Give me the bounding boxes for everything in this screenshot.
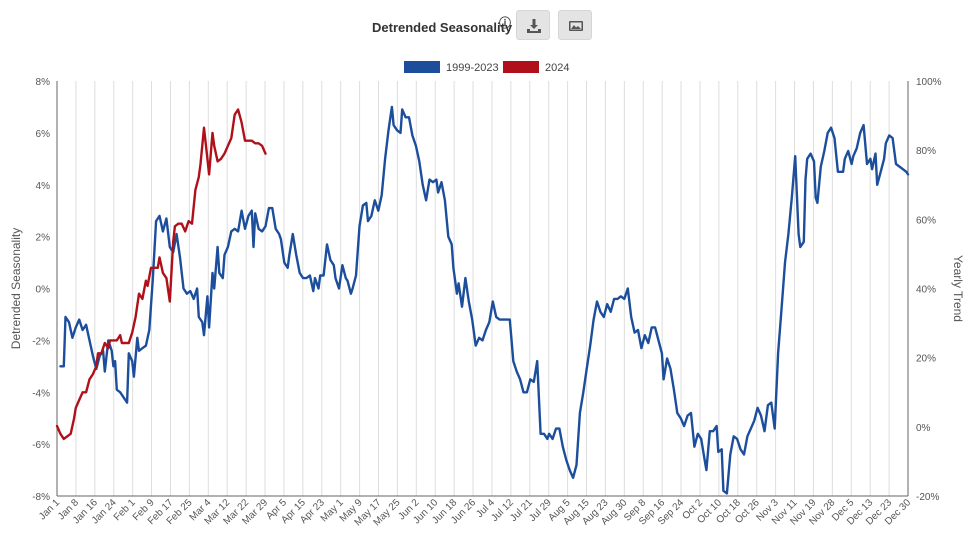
y2-tick-label: 20% xyxy=(916,354,936,365)
y-tick-label: -8% xyxy=(32,492,50,503)
y-tick-label: 6% xyxy=(36,129,51,140)
help-icon[interactable]: ⓘ xyxy=(499,16,512,30)
download-button[interactable] xyxy=(516,10,550,40)
y2-tick-label: -20% xyxy=(916,492,939,503)
legend-swatch xyxy=(503,61,539,73)
series-line-current xyxy=(55,108,267,441)
y-tick-label: 0% xyxy=(36,285,51,296)
legend-swatch xyxy=(404,61,440,73)
y-tick-label: -6% xyxy=(32,440,50,451)
y2-tick-label: 40% xyxy=(916,285,936,296)
y-tick-label: -4% xyxy=(32,388,50,399)
image-button[interactable] xyxy=(558,10,592,40)
series-line-historical xyxy=(59,105,910,495)
y2-axis-title: Yearly Trend xyxy=(951,255,965,322)
y-tick-label: 8% xyxy=(36,77,51,88)
y2-tick-label: 100% xyxy=(916,77,942,88)
y2-tick-label: 0% xyxy=(916,423,931,434)
y-tick-label: 2% xyxy=(36,233,51,244)
download-icon xyxy=(527,19,541,33)
y2-tick-label: 80% xyxy=(916,146,936,157)
y2-tick-label: 60% xyxy=(916,215,936,226)
legend-label: 2024 xyxy=(545,62,569,74)
image-icon xyxy=(569,21,583,31)
chart-header: Detrended Seasonality ⓘ xyxy=(0,8,975,44)
chart-title: Detrended Seasonality xyxy=(372,20,513,35)
legend-label: 1999-2023 xyxy=(446,62,499,74)
y-axis-title: Detrended Seasonality xyxy=(9,228,23,349)
y-tick-label: -2% xyxy=(32,336,50,347)
y-tick-label: 4% xyxy=(36,181,51,192)
